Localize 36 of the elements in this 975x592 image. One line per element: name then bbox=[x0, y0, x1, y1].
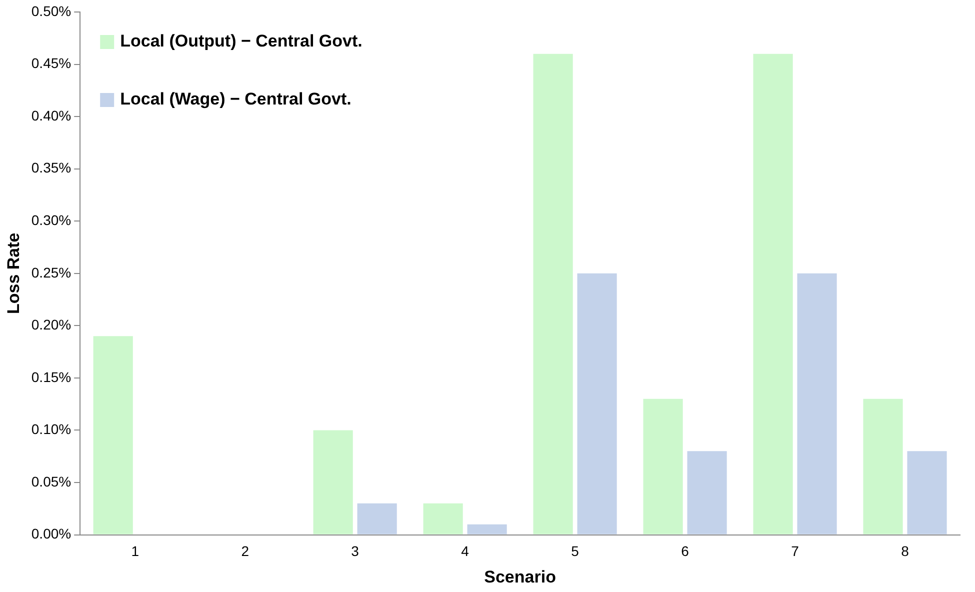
x-tick-label: 4 bbox=[461, 543, 470, 560]
bar bbox=[467, 524, 507, 534]
x-axis-title: Scenario bbox=[484, 567, 556, 586]
x-tick-label: 2 bbox=[241, 543, 250, 560]
legend-label: Local (Wage) − Central Govt. bbox=[120, 90, 352, 109]
bar bbox=[313, 430, 353, 534]
legend-label: Local (Output) − Central Govt. bbox=[120, 32, 362, 51]
y-tick-label: 0.35% bbox=[31, 160, 72, 176]
bar bbox=[863, 398, 903, 534]
y-axis-title: Loss Rate bbox=[4, 232, 23, 314]
y-tick-label: 0.10% bbox=[31, 421, 72, 438]
x-tick-label: 5 bbox=[571, 543, 580, 560]
y-tick-label: 0.00% bbox=[31, 526, 72, 542]
y-tick-label: 0.30% bbox=[31, 212, 72, 228]
bar bbox=[643, 398, 683, 534]
x-tick-label: 7 bbox=[791, 543, 800, 560]
bar bbox=[753, 54, 793, 534]
x-tick-label: 1 bbox=[131, 543, 140, 560]
bar bbox=[797, 273, 837, 534]
bar bbox=[357, 503, 397, 534]
x-tick-label: 3 bbox=[351, 543, 360, 560]
bar bbox=[423, 503, 463, 534]
y-tick-label: 0.25% bbox=[31, 264, 72, 280]
y-tick-label: 0.50% bbox=[31, 2, 72, 19]
y-tick-label: 0.40% bbox=[31, 107, 72, 124]
bar bbox=[533, 54, 573, 534]
y-tick-label: 0.05% bbox=[31, 473, 72, 490]
bar bbox=[577, 273, 617, 534]
bar bbox=[907, 451, 947, 534]
bar bbox=[687, 451, 727, 534]
bar bbox=[93, 336, 133, 534]
x-tick-label: 8 bbox=[901, 543, 910, 560]
y-tick-label: 0.15% bbox=[31, 368, 72, 385]
y-tick-label: 0.45% bbox=[31, 55, 72, 72]
x-tick-label: 6 bbox=[681, 543, 690, 560]
y-tick-label: 0.20% bbox=[31, 316, 72, 333]
